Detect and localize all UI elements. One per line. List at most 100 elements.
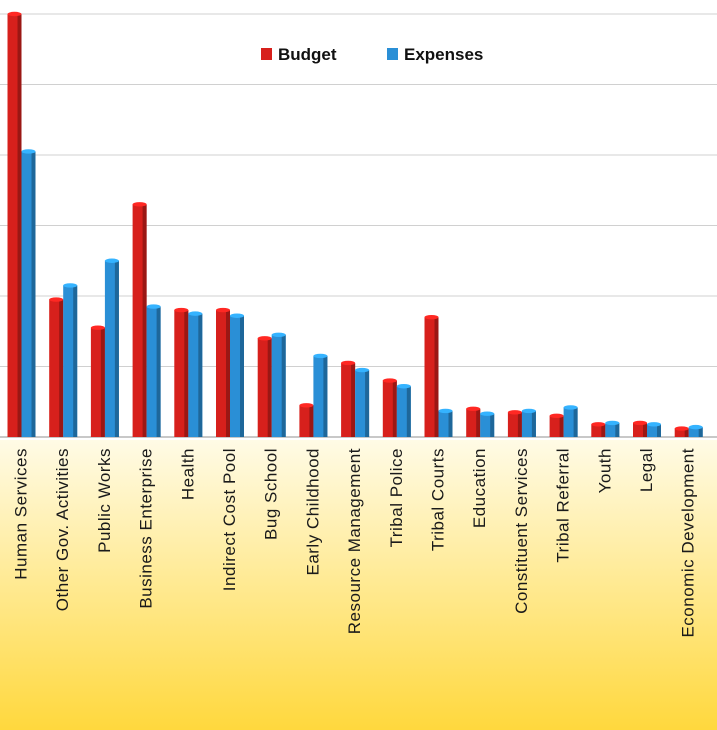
bar-cap bbox=[299, 403, 314, 408]
bar-shade bbox=[281, 334, 286, 437]
bar-expenses-12 bbox=[521, 408, 536, 437]
bar-budget-2 bbox=[90, 325, 105, 437]
bar-shade bbox=[406, 386, 411, 437]
category-label: Tribal Referral bbox=[554, 448, 573, 563]
bar-budget-16 bbox=[674, 426, 689, 437]
legend-label-budget: Budget bbox=[278, 45, 337, 64]
bar-shade bbox=[59, 299, 64, 437]
bar-shade bbox=[198, 313, 203, 437]
bar-cap bbox=[396, 384, 411, 389]
bar-shade bbox=[100, 327, 105, 437]
bar-shade bbox=[698, 427, 703, 437]
bar-cap bbox=[466, 406, 481, 411]
bar-expenses-15 bbox=[647, 422, 661, 437]
bar-shade bbox=[392, 380, 397, 437]
bar-cap bbox=[132, 202, 147, 207]
category-label: Constituent Services bbox=[512, 448, 531, 614]
bar-budget-8 bbox=[341, 360, 356, 437]
bar-cap bbox=[7, 11, 22, 17]
bar-expenses-13 bbox=[563, 405, 578, 437]
bar-cap bbox=[216, 307, 230, 313]
category-label: Early Childhood bbox=[303, 448, 322, 576]
bar-cap bbox=[146, 304, 161, 309]
bars bbox=[7, 11, 703, 437]
bar-shade bbox=[309, 405, 314, 437]
category-label: Legal bbox=[637, 448, 656, 492]
bar-cap bbox=[104, 258, 119, 263]
bar-shade bbox=[351, 362, 356, 437]
bar-cap bbox=[424, 314, 439, 320]
bar-expenses-7 bbox=[313, 353, 328, 437]
bar-shade bbox=[17, 14, 22, 437]
bar-budget-0 bbox=[7, 11, 22, 437]
bar-cap bbox=[591, 422, 606, 427]
bar-cap bbox=[438, 408, 453, 414]
bar-cap bbox=[90, 325, 105, 330]
bar-body bbox=[688, 427, 703, 437]
category-label: Tribal Police bbox=[387, 448, 406, 547]
bar-cap bbox=[674, 426, 689, 431]
bar-shade bbox=[31, 151, 36, 437]
bar-cap bbox=[313, 353, 328, 359]
bar-shade bbox=[573, 407, 578, 437]
bar-cap bbox=[549, 413, 564, 419]
legend-swatch-expenses bbox=[387, 48, 398, 60]
bar-shade bbox=[184, 310, 189, 437]
label-band bbox=[0, 440, 717, 730]
category-label: Resource Management bbox=[345, 448, 364, 634]
bar-expenses-0 bbox=[21, 149, 36, 437]
bar-shade bbox=[323, 355, 328, 437]
bar-cap bbox=[271, 332, 286, 337]
bar-cap bbox=[341, 360, 356, 366]
bar-shade bbox=[517, 412, 522, 437]
bar-shade bbox=[657, 424, 661, 437]
bar-cap bbox=[688, 424, 703, 430]
bar-shade bbox=[240, 315, 244, 437]
legend: Budget Expenses bbox=[261, 45, 483, 64]
bar-shade bbox=[643, 422, 647, 437]
category-label: Tribal Courts bbox=[429, 448, 448, 551]
bar-expenses-2 bbox=[104, 258, 119, 437]
bar-expenses-4 bbox=[188, 311, 203, 437]
bar-budget-10 bbox=[424, 314, 439, 437]
legend-label-expenses: Expenses bbox=[404, 45, 483, 64]
bar-expenses-3 bbox=[146, 304, 161, 437]
bar-expenses-5 bbox=[230, 313, 244, 437]
bar-cap bbox=[188, 311, 203, 316]
bar-cap bbox=[382, 378, 397, 383]
bar-cap bbox=[355, 367, 370, 373]
bar-shade bbox=[490, 413, 495, 437]
bar-budget-11 bbox=[466, 406, 481, 437]
bar-budget-14 bbox=[591, 422, 606, 437]
bar-shade bbox=[448, 410, 453, 437]
bar-budget-15 bbox=[633, 420, 647, 437]
category-label: Business Enterprise bbox=[137, 448, 156, 609]
bar-cap bbox=[480, 411, 495, 416]
category-label: Health bbox=[178, 448, 197, 500]
bar-shade bbox=[365, 370, 370, 437]
bar-budget-13 bbox=[549, 413, 564, 437]
bar-shade bbox=[226, 310, 230, 437]
bar-expenses-10 bbox=[438, 408, 453, 437]
bar-shade bbox=[615, 422, 620, 437]
bar-expenses-8 bbox=[355, 367, 370, 437]
bar-budget-4 bbox=[174, 307, 189, 437]
bar-shade bbox=[434, 317, 439, 437]
bar-budget-7 bbox=[299, 403, 314, 437]
bar-shade bbox=[531, 410, 536, 437]
bar-expenses-9 bbox=[396, 384, 411, 437]
bar-cap bbox=[230, 313, 244, 318]
bar-budget-9 bbox=[382, 378, 397, 437]
bar-shade bbox=[142, 204, 147, 437]
bar-cap bbox=[605, 420, 620, 426]
bar-shade bbox=[73, 285, 78, 437]
bar-cap bbox=[257, 336, 272, 341]
bar-cap bbox=[563, 405, 578, 410]
bar-budget-1 bbox=[49, 297, 64, 437]
category-label: Public Works bbox=[95, 448, 114, 553]
bar-shade bbox=[267, 338, 272, 437]
bar-budget-5 bbox=[216, 307, 230, 437]
bar-shade bbox=[156, 306, 161, 437]
